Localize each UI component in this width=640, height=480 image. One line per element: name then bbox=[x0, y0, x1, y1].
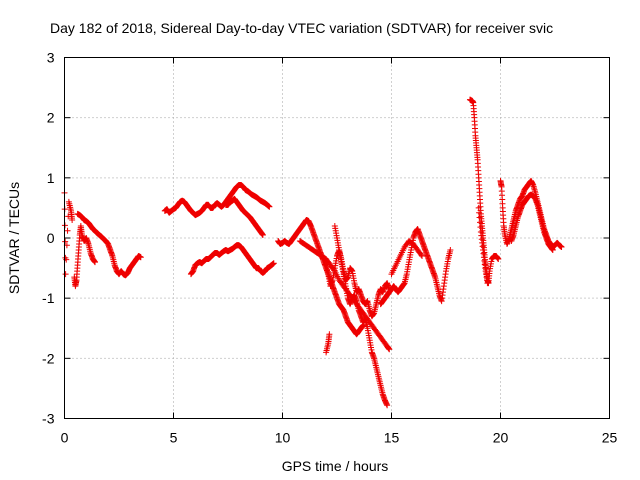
data-point-1901 bbox=[549, 247, 556, 254]
data-point-1633 bbox=[495, 256, 502, 263]
data-point-232 bbox=[137, 254, 144, 261]
data-point-473 bbox=[266, 203, 273, 210]
data-point-8 bbox=[64, 227, 71, 234]
data-point-1052 bbox=[386, 346, 393, 353]
x-tick-label-1: 5 bbox=[170, 430, 178, 446]
y-axis-title: SDTVAR / TECUs bbox=[6, 182, 22, 294]
data-point-1654 bbox=[484, 280, 491, 287]
data-point-1526 bbox=[418, 251, 425, 258]
x-tick-label-3: 15 bbox=[384, 430, 400, 446]
x-tick-label-5: 25 bbox=[602, 430, 618, 446]
y-tick-label-3: 0 bbox=[47, 230, 55, 246]
axis-ticks bbox=[64, 57, 610, 419]
y-tick-label-1: -2 bbox=[42, 350, 55, 366]
y-tick-label-5: 2 bbox=[47, 110, 55, 126]
x-tick-label-0: 0 bbox=[61, 430, 69, 446]
x-tick-label-2: 10 bbox=[275, 430, 291, 446]
x-tick-labels: 0 5 10 15 20 25 bbox=[61, 430, 618, 446]
y-tick-label-6: 3 bbox=[47, 50, 55, 66]
y-tick-labels: -3 -2 -1 0 1 2 3 bbox=[42, 50, 55, 427]
data-point-20 bbox=[69, 216, 76, 223]
data-point-1330 bbox=[384, 402, 391, 409]
data-point-750 bbox=[270, 260, 277, 267]
data-point-3 bbox=[62, 238, 69, 245]
data-point-86 bbox=[92, 259, 99, 266]
data-point-1063 bbox=[326, 331, 333, 338]
data-point-559 bbox=[259, 231, 266, 238]
x-tick-label-4: 20 bbox=[493, 430, 509, 446]
data-point-5 bbox=[62, 271, 69, 278]
y-tick-label-4: 1 bbox=[47, 170, 55, 186]
data-point-1491 bbox=[447, 247, 454, 254]
chart-title: Day 182 of 2018, Sidereal Day-to-day VTE… bbox=[50, 20, 553, 36]
y-tick-label-0: -3 bbox=[42, 411, 55, 427]
x-axis-title: GPS time / hours bbox=[282, 458, 389, 474]
data-point-1805 bbox=[558, 244, 565, 251]
y-tick-label-2: -1 bbox=[42, 290, 55, 306]
data-point-1527 bbox=[419, 253, 426, 260]
data-points bbox=[61, 96, 565, 409]
